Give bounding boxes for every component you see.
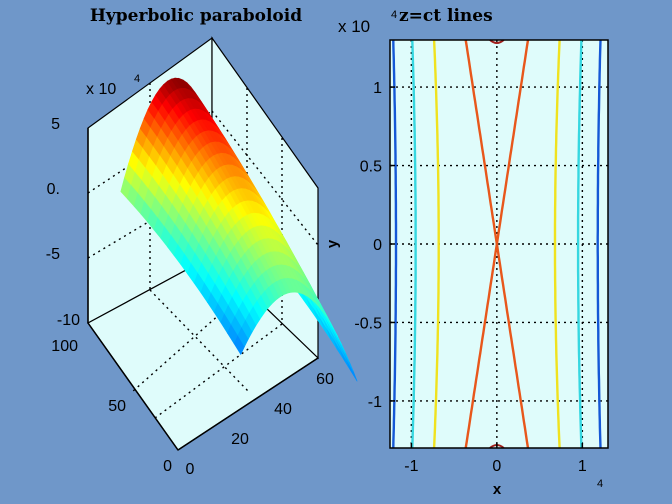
y-axis bbox=[87, 322, 179, 451]
x-axis bbox=[177, 357, 319, 451]
x-axis-label: x bbox=[493, 481, 502, 498]
y-axis-label: y bbox=[324, 239, 341, 248]
contour-line bbox=[495, 39, 530, 449]
surface-title: Hyperbolic paraboloid bbox=[90, 6, 302, 26]
x-tick-label: -1 bbox=[404, 458, 418, 475]
contour-cap bbox=[489, 39, 505, 44]
x-exponent: 4 bbox=[597, 478, 603, 490]
y-tick-label: 0 bbox=[163, 458, 172, 475]
contour-lines bbox=[392, 39, 602, 449]
y-exponent: 4 bbox=[391, 9, 397, 21]
contour-plot: z=ct lines x 10 4 -1 0 1 1 0.5 0 -0.5 -1 x y 4 bbox=[324, 6, 609, 498]
contour-line bbox=[596, 39, 602, 449]
y-tick-label: 50 bbox=[108, 398, 126, 415]
x-tick-label: 60 bbox=[316, 371, 334, 388]
x-tick-label: 20 bbox=[231, 431, 249, 448]
y-tick-label: 0.5 bbox=[360, 159, 382, 176]
grid-line bbox=[154, 323, 283, 419]
surface-mesh bbox=[120, 77, 358, 382]
contour-line bbox=[432, 39, 440, 449]
z-tick-label: -10 bbox=[57, 312, 80, 329]
x-tick-label: 0 bbox=[492, 458, 501, 475]
y-tick-label: -0.5 bbox=[354, 315, 382, 332]
contour-line bbox=[553, 39, 561, 449]
grid-line bbox=[87, 110, 213, 194]
y-tick-label: 0 bbox=[373, 237, 382, 254]
contour-line bbox=[392, 39, 398, 449]
contour-title: z=ct lines bbox=[399, 6, 493, 26]
surface-patch bbox=[291, 278, 304, 295]
surface-plot: Hyperbolic paraboloid x 10 4 5 0. bbox=[46, 6, 358, 478]
z-exponent: 4 bbox=[134, 73, 140, 85]
x-tick-label: 40 bbox=[274, 401, 292, 418]
x-tick-label: 0 bbox=[186, 461, 195, 478]
z-tick-label: 0. bbox=[47, 181, 60, 198]
z-tick-label: 5 bbox=[51, 116, 60, 133]
contour-line bbox=[411, 39, 417, 449]
z-tick-label: -5 bbox=[46, 246, 60, 263]
x-tick-label: 1 bbox=[578, 458, 587, 475]
y-tick-label: -1 bbox=[368, 394, 382, 411]
z-multiplier: x 10 bbox=[86, 81, 116, 98]
contour-ticks: -1 0 1 1 0.5 0 -0.5 -1 bbox=[354, 80, 586, 475]
y-tick-label: 100 bbox=[51, 338, 78, 355]
grid-line bbox=[211, 110, 319, 246]
y-multiplier: x 10 bbox=[338, 17, 370, 36]
contour-line bbox=[576, 39, 583, 449]
y-tick-label: 1 bbox=[373, 80, 382, 97]
